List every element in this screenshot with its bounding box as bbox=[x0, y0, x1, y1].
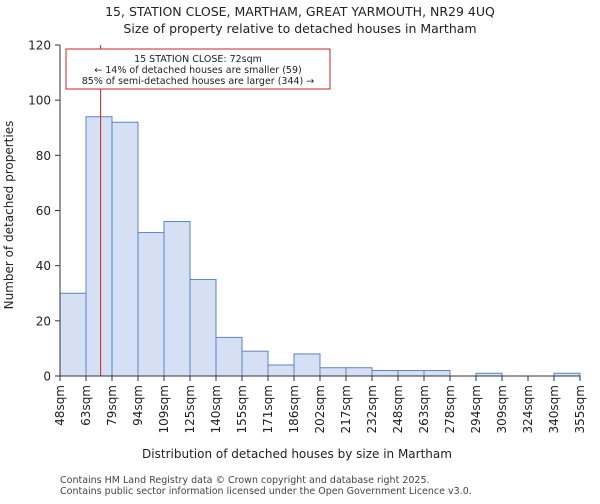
bar-125sqm bbox=[189, 278, 217, 377]
x-tick-label-340sqm: 340sqm bbox=[547, 385, 561, 433]
annotation-line-1: 15 STATION CLOSE: 72sqm bbox=[134, 54, 262, 65]
x-tick-label-48sqm: 48sqm bbox=[53, 385, 67, 426]
x-tick-label-294sqm: 294sqm bbox=[469, 385, 483, 433]
x-tick-label-263sqm: 263sqm bbox=[417, 385, 431, 433]
y-tick-label-120: 120 bbox=[28, 39, 51, 53]
x-tick-label-217sqm: 217sqm bbox=[339, 385, 353, 433]
annotation-frame bbox=[65, 48, 331, 90]
x-tick-label-355sqm: 355sqm bbox=[573, 385, 587, 433]
x-axis-label: Distribution of detached houses by size … bbox=[142, 447, 452, 461]
x-tick-label-232sqm: 232sqm bbox=[365, 385, 379, 433]
x-tick-label-63sqm: 63sqm bbox=[79, 385, 93, 426]
bar-217sqm bbox=[345, 367, 373, 377]
bar-109sqm bbox=[163, 221, 191, 377]
x-tick-label-202sqm: 202sqm bbox=[313, 385, 327, 433]
chart-subtitle: Size of property relative to detached ho… bbox=[123, 21, 476, 36]
x-tick-label-309sqm: 309sqm bbox=[495, 385, 509, 433]
x-tick-label-79sqm: 79sqm bbox=[105, 385, 119, 426]
y-axis-ticks: 0 20 40 60 80 100 120 bbox=[28, 39, 60, 384]
bar-94sqm bbox=[137, 232, 165, 377]
bar-63sqm bbox=[85, 116, 113, 377]
bars-layer bbox=[59, 116, 581, 377]
annotation-line-2: ← 14% of detached houses are smaller (59… bbox=[94, 65, 301, 76]
x-tick-label-94sqm: 94sqm bbox=[131, 385, 145, 426]
bar-48sqm bbox=[59, 292, 87, 377]
bar-155sqm bbox=[241, 350, 269, 377]
x-tick-label-155sqm: 155sqm bbox=[235, 385, 249, 433]
bar-186sqm bbox=[293, 353, 321, 377]
chart-title: 15, STATION CLOSE, MARTHAM, GREAT YARMOU… bbox=[105, 4, 495, 19]
footer-line-1: Contains HM Land Registry data © Crown c… bbox=[60, 475, 430, 486]
bar-79sqm bbox=[111, 121, 139, 377]
footer-line-2: Contains public sector information licen… bbox=[60, 486, 472, 497]
x-tick-label-186sqm: 186sqm bbox=[287, 385, 301, 433]
bar-171sqm bbox=[267, 364, 295, 377]
y-tick-label-60: 60 bbox=[36, 204, 51, 218]
annotation-box: 15 STATION CLOSE: 72sqm ← 14% of detache… bbox=[65, 48, 331, 90]
x-axis-ticks: 48sqm 63sqm 79sqm 94sqm 109sqm 125sqm 140sqm 15… bbox=[53, 376, 587, 433]
x-tick-label-125sqm: 125sqm bbox=[183, 385, 197, 433]
bar-232sqm bbox=[371, 369, 399, 377]
y-tick-label-0: 0 bbox=[43, 370, 51, 384]
bar-248sqm bbox=[397, 369, 425, 377]
bar-140sqm bbox=[215, 336, 243, 377]
bar-202sqm bbox=[319, 367, 347, 377]
annotation-line-3: 85% of semi-detached houses are larger (… bbox=[82, 76, 315, 87]
bar-263sqm bbox=[423, 369, 451, 377]
x-tick-label-324sqm: 324sqm bbox=[521, 385, 535, 433]
y-tick-label-80: 80 bbox=[36, 149, 51, 163]
x-tick-label-140sqm: 140sqm bbox=[209, 385, 223, 433]
y-axis-label: Number of detached properties bbox=[2, 121, 16, 310]
x-tick-label-109sqm: 109sqm bbox=[157, 385, 171, 433]
y-tick-label-40: 40 bbox=[36, 259, 51, 273]
y-tick-label-20: 20 bbox=[36, 314, 51, 328]
y-tick-label-100: 100 bbox=[28, 94, 51, 108]
x-tick-label-278sqm: 278sqm bbox=[443, 385, 457, 433]
x-tick-label-248sqm: 248sqm bbox=[391, 385, 405, 433]
x-tick-label-171sqm: 171sqm bbox=[261, 385, 275, 433]
